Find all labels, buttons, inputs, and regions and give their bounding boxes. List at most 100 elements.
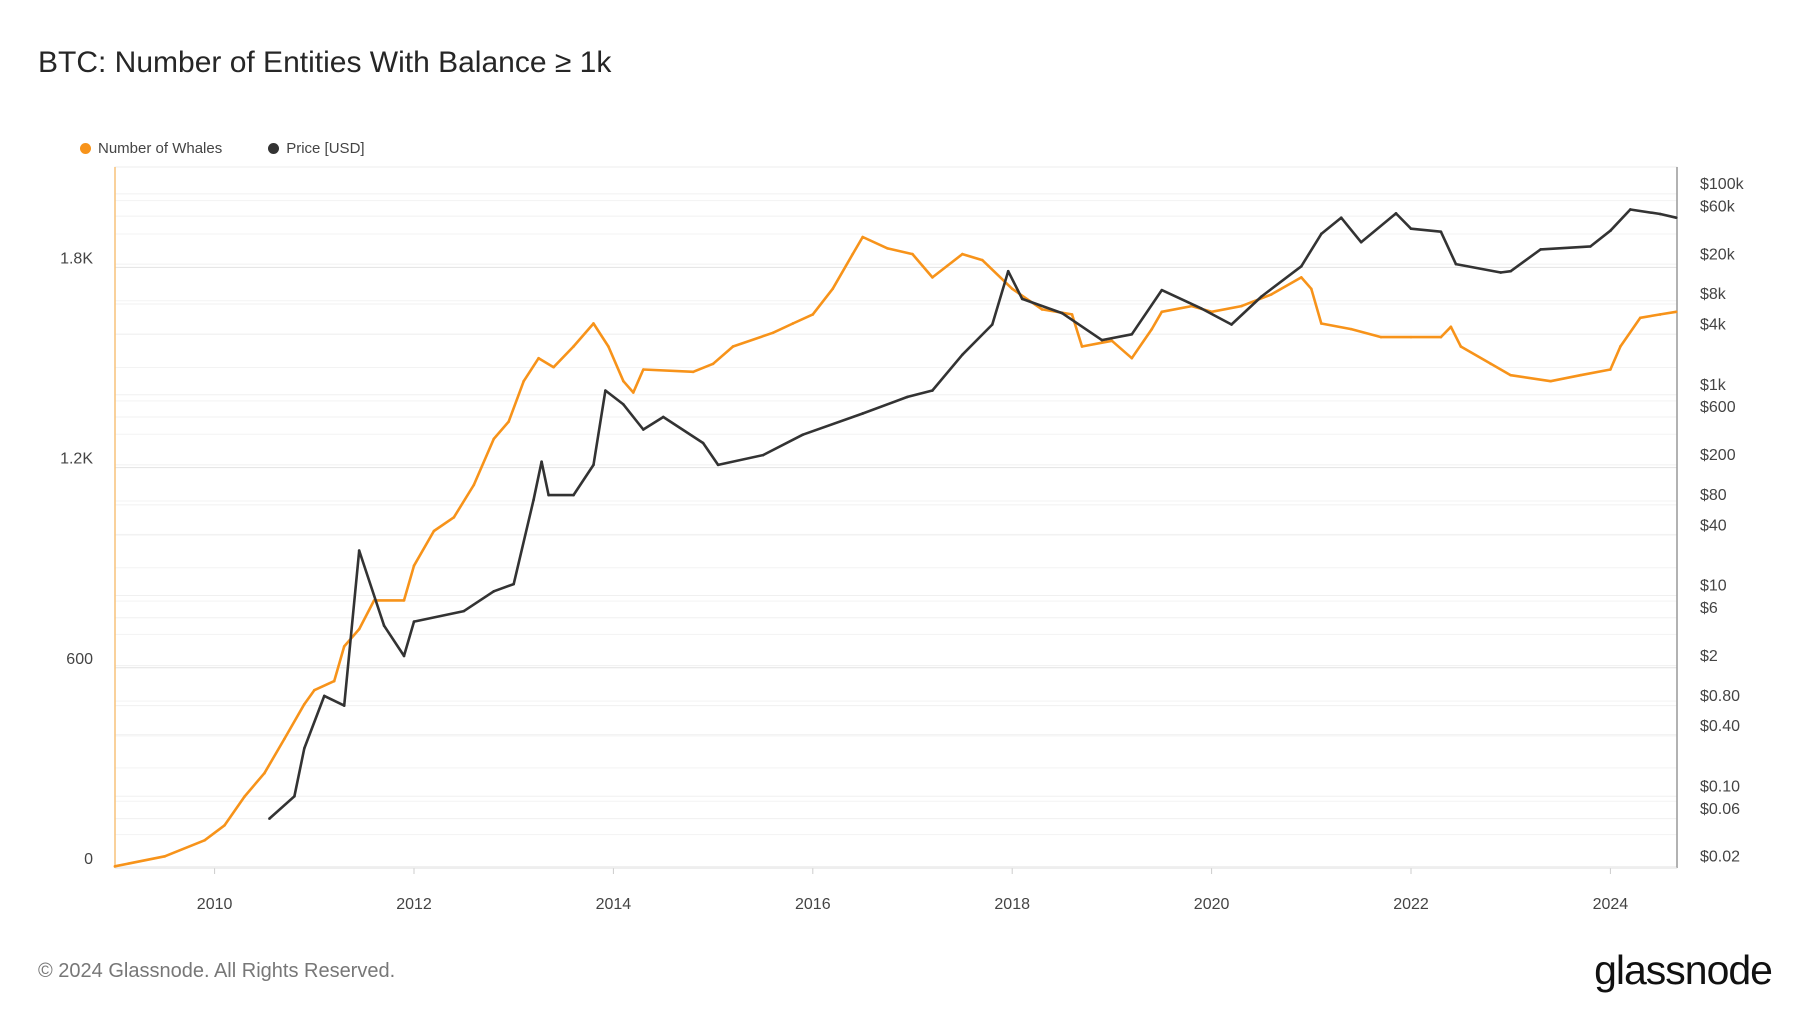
y-right-tick-label: $0.80: [1700, 688, 1740, 705]
whales-data-point: [357, 627, 361, 631]
whales-data-point: [412, 564, 416, 567]
whales-data-point: [931, 276, 934, 279]
y-right-tick-label: $80: [1700, 487, 1727, 504]
whales-data-point: [263, 771, 266, 775]
y-left-tick-label: 600: [66, 651, 93, 668]
y-right-tick-label: $6: [1700, 600, 1718, 617]
price-data-point: [592, 463, 595, 467]
whales-data-point: [1459, 345, 1463, 348]
whales-data-point: [452, 516, 456, 519]
legend-label-whales: Number of Whales: [98, 140, 223, 157]
whales-data-point: [1509, 373, 1512, 377]
whales-data-point: [1080, 345, 1084, 348]
y-right-tick-label: $20k: [1700, 246, 1736, 263]
price-data-point: [1130, 332, 1134, 336]
price-data-point: [701, 441, 705, 445]
whales-data-point: [223, 823, 226, 827]
whales-data-point: [811, 313, 815, 316]
price-data-point: [402, 654, 406, 658]
price-data-point: [1060, 311, 1064, 315]
copyright-footer: © 2024 Glassnode. All Rights Reserved.: [38, 960, 396, 982]
whales-data-point: [711, 362, 715, 366]
whales-data-point: [592, 322, 595, 325]
x-tick-label: 2018: [994, 896, 1030, 913]
whales-data-point: [342, 645, 346, 648]
whales-data-point: [771, 331, 775, 335]
whales-data-point: [1070, 313, 1074, 316]
legend-item-whales[interactable]: Number of Whales: [80, 140, 222, 157]
whales-data-point: [163, 855, 167, 858]
x-tick-label: 2022: [1393, 896, 1429, 913]
price-data-point: [540, 460, 543, 464]
whales-data-point: [1639, 316, 1642, 320]
price-data-point: [1439, 230, 1443, 234]
whales-data-point: [632, 391, 635, 394]
price-data-point: [801, 433, 805, 436]
x-tick-label: 2012: [396, 896, 432, 913]
whales-data-point: [1130, 356, 1134, 360]
whales-data-point: [861, 235, 864, 239]
whales-data-point: [1270, 293, 1273, 296]
price-data-point: [1394, 212, 1398, 215]
price-data-point: [1200, 307, 1203, 310]
y-left-tick-label: 1.8K: [60, 250, 93, 267]
whales-data-point: [886, 247, 889, 250]
whales-data-point: [1449, 325, 1453, 329]
whales-data-point: [731, 345, 735, 348]
price-data-point: [1339, 216, 1343, 219]
glassnode-logo: glassnode: [1594, 947, 1773, 993]
legend-label-price: Price [USD]: [286, 140, 365, 157]
whales-data-point: [961, 252, 964, 256]
y-right-tick-label: $4k: [1700, 316, 1727, 333]
whales-data-point: [691, 370, 695, 374]
price-data-point: [1359, 240, 1363, 244]
price-data-point: [961, 353, 964, 357]
whales-data-point: [472, 483, 476, 487]
price-data-point: [761, 453, 765, 457]
y-right-tick-label: $2: [1700, 648, 1718, 665]
whales-data-point: [1349, 327, 1353, 331]
whales-data-point: [537, 356, 540, 360]
whales-data-point: [911, 252, 914, 256]
whales-data-point: [1609, 368, 1612, 371]
plot-area: [114, 166, 1678, 869]
whales-data-point: [1489, 362, 1493, 366]
price-data-point: [1539, 248, 1542, 251]
price-data-point: [604, 389, 607, 392]
whales-data-point: [552, 365, 555, 369]
whales-data-point: [507, 420, 511, 423]
x-tick-label: 2024: [1593, 896, 1629, 913]
price-data-point: [382, 624, 386, 628]
whales-data-point: [851, 252, 854, 256]
price-data-point: [1589, 245, 1592, 248]
price-data-point: [931, 389, 934, 392]
y-right-tick-label: $100k: [1700, 176, 1745, 193]
whales-data-point: [642, 368, 645, 371]
whales-data-point: [1160, 310, 1164, 314]
price-data-point: [1658, 212, 1662, 216]
whales-data-point: [1110, 339, 1114, 343]
whales-data-point: [1300, 276, 1303, 279]
price-data-point: [906, 395, 909, 399]
y-right-tick-label: $60k: [1700, 198, 1736, 215]
price-data-point: [293, 795, 296, 798]
whales-data-point: [1439, 335, 1443, 339]
price-data-point: [622, 403, 625, 406]
price-data-point: [716, 463, 720, 467]
chart-title: BTC: Number of Entities With Balance ≥ 1…: [38, 46, 612, 79]
legend: Number of Whales Price [USD]: [80, 140, 365, 157]
price-data-point: [492, 590, 496, 593]
price-data-point: [1300, 265, 1303, 268]
whales-data-point: [607, 345, 610, 348]
y-right-tick-label: $0.06: [1700, 801, 1740, 818]
whales-data-point: [313, 688, 316, 692]
whales-data-point: [572, 345, 575, 348]
whales-legend-dot-icon: [80, 143, 91, 154]
x-tick-label: 2020: [1194, 896, 1230, 913]
price-data-point: [1006, 269, 1010, 273]
x-tick-label: 2016: [795, 896, 831, 913]
whales-data-point: [522, 379, 525, 383]
whales-data-point: [1310, 287, 1313, 291]
legend-item-price[interactable]: Price [USD]: [268, 140, 365, 157]
whales-data-point: [402, 599, 406, 602]
